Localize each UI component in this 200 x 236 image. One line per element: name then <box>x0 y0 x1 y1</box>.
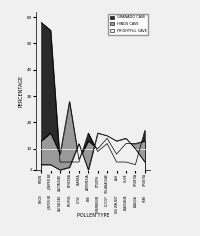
Text: SINSIMBRIUM: SINSIMBRIUM <box>96 195 100 213</box>
X-axis label: POLLEN TYPE: POLLEN TYPE <box>77 213 109 218</box>
Y-axis label: PERCENTAGE: PERCENTAGE <box>19 75 24 107</box>
Legend: GRANADO CAVE, HINDS CAVE, FRIGHTFUL CAVE: GRANADO CAVE, HINDS CAVE, FRIGHTFUL CAVE <box>108 13 148 34</box>
Text: BLK WALNUT: BLK WALNUT <box>115 195 119 213</box>
Text: OLIVE: OLIVE <box>77 195 81 203</box>
Text: ANATEASIA: ANATEASIA <box>124 195 128 210</box>
Text: PINON: PINON <box>39 195 43 203</box>
Text: PINE: PINE <box>86 195 90 201</box>
Text: CACTACEAE: CACTACEAE <box>58 195 62 211</box>
Text: PROPSIS: PROPSIS <box>67 195 71 206</box>
Text: STAR: STAR <box>143 195 147 202</box>
Text: JUNIPER-NE: JUNIPER-NE <box>49 195 53 210</box>
Text: LOCUST: LOCUST <box>105 195 109 206</box>
Text: ANAQUA: ANAQUA <box>133 195 137 207</box>
